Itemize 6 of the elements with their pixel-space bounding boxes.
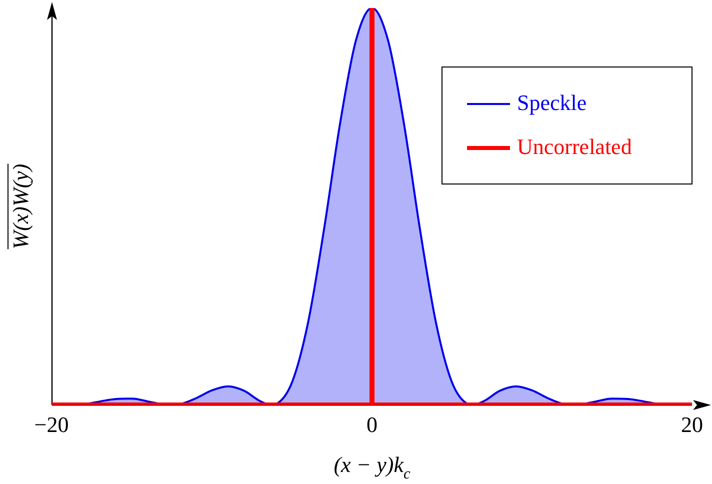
x-tick-label: 0 [366, 412, 378, 437]
x-tick-label: 20 [681, 412, 703, 437]
x-tick-label: −20 [34, 412, 69, 437]
legend-label: Uncorrelated [517, 134, 632, 159]
legend-label: Speckle [517, 90, 587, 115]
y-axis-title: W(x)W(y) [8, 164, 33, 250]
